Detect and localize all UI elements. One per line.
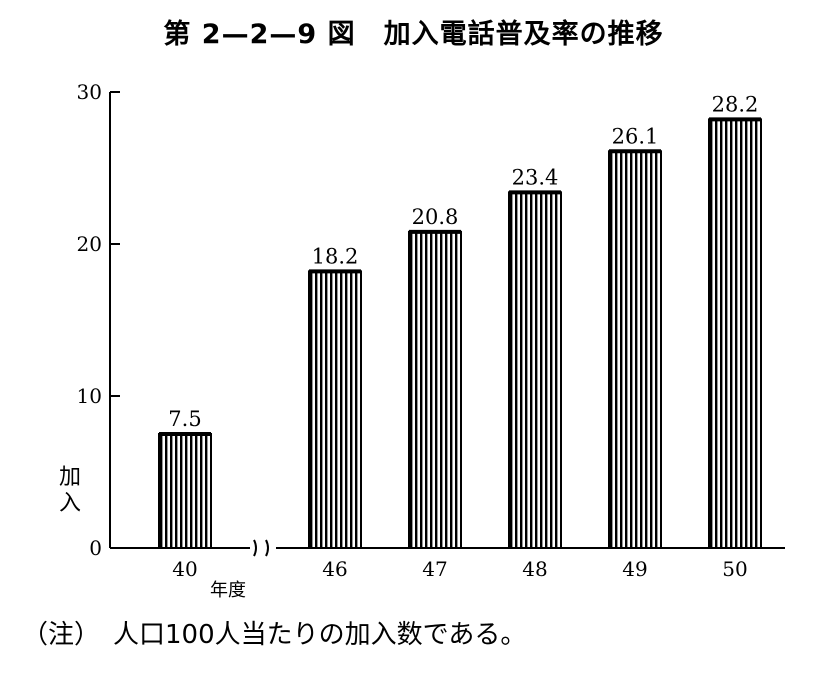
y-axis-label: 入 <box>59 491 81 516</box>
data-label: 26.1 <box>612 124 659 148</box>
data-label: 18.2 <box>312 244 359 268</box>
data-label: 28.2 <box>712 92 759 116</box>
x-tick-label: 40 <box>172 557 197 581</box>
y-tick-label: 10 <box>77 384 102 408</box>
data-label: 23.4 <box>512 165 559 189</box>
data-label: 7.5 <box>168 407 201 431</box>
footnote: （注） 人口100人当たりの加入数である。 <box>22 620 527 650</box>
x-tick-label: 49 <box>622 557 647 581</box>
bar-47 <box>408 230 462 549</box>
axis-break-mark <box>265 539 269 557</box>
bar-48 <box>508 191 562 549</box>
y-tick-label: 0 <box>89 536 102 560</box>
y-tick-label: 30 <box>77 80 102 104</box>
x-tick-label: 48 <box>522 557 547 581</box>
x-tick-label: 50 <box>722 557 747 581</box>
bar-40 <box>158 433 212 549</box>
y-axis-label: 加 <box>59 465 81 490</box>
x-tick-label: 47 <box>422 557 447 581</box>
bar-50 <box>708 118 762 550</box>
x-unit-label: 年度 <box>210 580 246 601</box>
bar-46 <box>308 270 362 549</box>
x-tick-label: 46 <box>322 557 347 581</box>
data-label: 20.8 <box>412 205 459 229</box>
chart-title: 第 2—2—9 図 加入電話普及率の推移 <box>163 19 664 50</box>
axis-break-mark <box>253 539 257 557</box>
y-tick-label: 20 <box>77 232 102 256</box>
bar-49 <box>608 150 662 549</box>
